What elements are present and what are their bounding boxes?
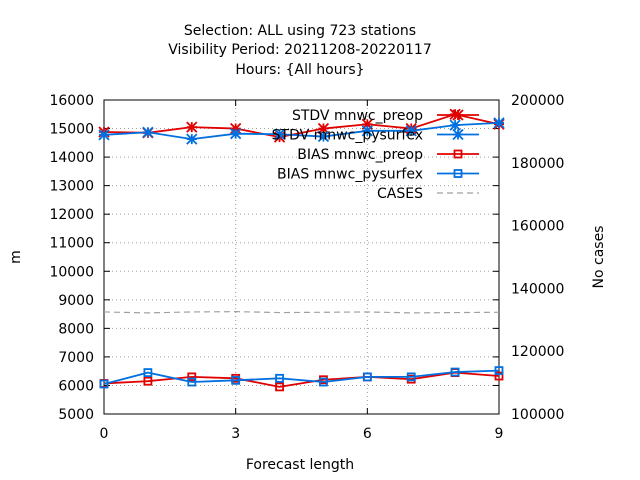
y-tick-label: 5000 <box>58 407 94 423</box>
title-line-1: Selection: ALL using 723 stations <box>184 23 416 39</box>
legend-marker <box>452 109 464 121</box>
legend-item-3: BIAS mnwc_pysurfex <box>277 167 479 183</box>
data-point <box>275 373 284 383</box>
y-tick-label: 7000 <box>58 350 94 366</box>
data-point <box>493 117 505 129</box>
axes: 5000 6000 7000 8000 9000 10000 11000 12000 13000… <box>49 93 564 442</box>
data-point <box>362 372 372 382</box>
legend-label: BIAS mnwc_preop <box>297 147 423 163</box>
legend-item-0: STDV mnwc_preop <box>292 108 479 124</box>
legend-label: BIAS mnwc_pysurfex <box>277 167 423 183</box>
legend-item-1: STDV mnwc_pysurfex <box>272 128 479 144</box>
y2-tick-label: 180000 <box>511 156 564 172</box>
data-point <box>187 372 197 382</box>
y-axis-label: m <box>8 250 24 264</box>
data-point <box>99 379 109 389</box>
y2-axis-label: No cases <box>591 226 607 289</box>
legend-item-2: BIAS mnwc_preop <box>297 147 479 163</box>
y2-tick-label: 120000 <box>511 344 564 360</box>
legend-label: STDV mnwc_preop <box>292 108 423 124</box>
data-point <box>142 126 154 138</box>
data-point <box>230 122 242 135</box>
title-line-3: Hours: {All hours} <box>235 62 364 78</box>
grid <box>104 100 499 414</box>
data-point <box>494 366 504 376</box>
data-point <box>317 130 330 143</box>
series-4 <box>103 311 500 314</box>
series-line <box>103 371 500 388</box>
legend-marker <box>452 128 464 141</box>
data-point <box>186 133 198 145</box>
plot-frame <box>103 99 500 415</box>
chart-title: Selection: ALL using 723 stations Visibi… <box>168 23 432 78</box>
y2-tick-label: 200000 <box>511 93 564 109</box>
legend: STDV mnwc_preop STDV mnwc_pysurfex BIAS mn… <box>272 108 479 202</box>
data-point <box>230 128 242 140</box>
data-point <box>273 128 286 140</box>
series-1 <box>98 117 505 145</box>
y-tick-label: 8000 <box>58 321 94 337</box>
data-point <box>186 121 198 133</box>
data-point <box>143 376 153 386</box>
x-tick-label: 6 <box>363 426 372 442</box>
series-line <box>103 113 500 139</box>
y-tick-label: 14000 <box>49 150 94 166</box>
y2-tick-label: 100000 <box>511 407 564 423</box>
y-tick-label: 13000 <box>49 179 94 195</box>
legend-marker <box>453 149 463 159</box>
series-3 <box>99 366 504 389</box>
data-point <box>317 122 330 135</box>
data-point <box>406 372 416 382</box>
y-tick-label: 11000 <box>49 236 94 252</box>
data-point <box>449 119 461 131</box>
y2-tick-label: 140000 <box>511 281 564 297</box>
x-axis-label: Forecast length <box>246 457 354 473</box>
data-point <box>361 118 373 130</box>
y-tick-label: 6000 <box>58 378 94 394</box>
x-tick-label: 0 <box>100 426 109 442</box>
series-line <box>103 369 500 385</box>
data-point <box>494 371 504 381</box>
data-point <box>405 125 417 137</box>
series-line <box>103 311 500 314</box>
y-tick-label: 16000 <box>49 93 94 109</box>
legend-marker <box>453 169 463 178</box>
data-point <box>361 125 373 137</box>
series-line <box>103 121 500 141</box>
data-point <box>450 367 460 377</box>
y2-tick-label: 160000 <box>511 219 564 235</box>
x-tick-label: 3 <box>231 426 240 442</box>
y-tick-label: 15000 <box>49 122 94 138</box>
legend-item-4: CASES <box>377 186 479 202</box>
y-tick-label: 10000 <box>49 264 94 280</box>
x-tick-label: 9 <box>495 426 504 442</box>
legend-label: STDV mnwc_pysurfex <box>272 128 423 144</box>
data-point <box>98 129 110 141</box>
data-point <box>319 377 328 387</box>
series-layer <box>98 108 505 392</box>
data-point <box>143 368 153 378</box>
data-point <box>275 382 284 392</box>
y-tick-label: 9000 <box>58 293 94 309</box>
data-point <box>231 375 241 385</box>
y-tick-label: 12000 <box>49 207 94 223</box>
legend-label: CASES <box>377 186 423 202</box>
title-line-2: Visibility Period: 20211208-20220117 <box>168 42 432 58</box>
data-point <box>187 377 197 387</box>
